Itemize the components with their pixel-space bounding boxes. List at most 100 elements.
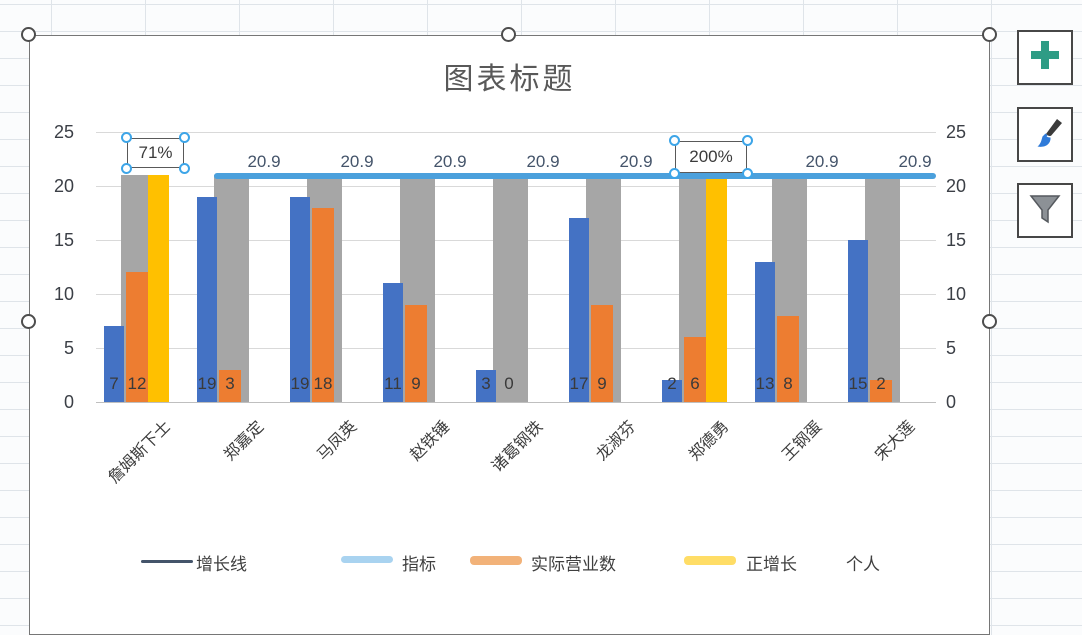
plot-area[interactable]: 0 0 5 5 10 10 15 15 20 20 25 25 7 12 詹姆斯下士 19 3 郑嘉定 19 18 马凤…	[30, 36, 989, 634]
x-axis-category-label[interactable]: 宋大莲	[872, 418, 919, 465]
y-axis-left-tick: 10	[53, 284, 74, 304]
blue-bar[interactable]	[383, 283, 403, 402]
legend-item[interactable]: 实际营业数	[531, 555, 616, 574]
x-axis-category-label[interactable]: 诸葛钢铁	[488, 418, 547, 476]
chart-area[interactable]: 图表标题 0 0 5 5 10 10 15 15 20 20 25 25 7 12 詹姆斯下士 19 3 郑嘉定 1…	[29, 35, 990, 635]
legend-item[interactable]: 正增长	[746, 555, 797, 574]
gray-bar[interactable]	[493, 175, 528, 402]
x-axis-category-label[interactable]: 王钢蛋	[779, 418, 826, 465]
callout-resize-handle[interactable]	[669, 168, 680, 179]
x-axis-category-label[interactable]: 郑德勇	[686, 418, 733, 465]
callout-resize-handle[interactable]	[742, 135, 753, 146]
legend-marker-swatch[interactable]	[684, 556, 736, 565]
orange-bar[interactable]	[870, 380, 892, 402]
target-line-point-label: 20.9	[340, 152, 374, 172]
y-axis-left-tick: 5	[63, 338, 74, 358]
target-line-point-label: 20.9	[619, 152, 653, 172]
blue-bar[interactable]	[290, 196, 310, 402]
x-axis-category-label[interactable]: 龙淑芬	[593, 418, 640, 465]
blue-bar-value-label: 19	[197, 374, 217, 393]
y-axis-left-tick: 25	[53, 122, 74, 142]
target-line[interactable]	[214, 173, 936, 180]
legend-item[interactable]: 指标	[402, 555, 436, 574]
x-axis-category-label[interactable]: 赵铁锤	[407, 418, 454, 465]
selection-handle-top-left[interactable]	[21, 27, 36, 42]
callout-resize-handle[interactable]	[179, 132, 190, 143]
data-label-callout-200[interactable]: 200%	[669, 135, 753, 179]
x-axis-line	[96, 402, 936, 403]
orange-bar[interactable]	[591, 304, 613, 402]
blue-bar[interactable]	[476, 369, 496, 402]
orange-bar-value-label: 8	[783, 374, 793, 393]
blue-bar-value-label: 11	[384, 374, 402, 393]
orange-bar[interactable]	[219, 369, 241, 402]
callout-resize-handle[interactable]	[179, 163, 190, 174]
blue-bar-value-label: 17	[569, 374, 589, 393]
data-label-callout-71[interactable]: 71%	[121, 132, 190, 174]
x-axis-category-label[interactable]: 马凤英	[314, 418, 361, 465]
chart-filters-button[interactable]	[1017, 183, 1073, 238]
target-line-point-label: 20.9	[526, 152, 560, 172]
x-axis-category-label[interactable]: 詹姆斯下士	[105, 418, 175, 487]
blue-bar-value-label: 15	[848, 374, 868, 393]
orange-bar[interactable]	[777, 315, 799, 402]
blue-bar[interactable]	[569, 218, 589, 402]
plus-icon	[1027, 37, 1063, 78]
target-line-point-label: 20.9	[247, 152, 281, 172]
orange-bar[interactable]	[684, 337, 706, 402]
y-axis-left-tick: 0	[63, 392, 74, 412]
callout-resize-handle[interactable]	[121, 132, 132, 143]
y-axis-left-tick: 15	[53, 230, 74, 250]
callout-resize-handle[interactable]	[121, 163, 132, 174]
blue-bar[interactable]	[755, 261, 775, 402]
blue-bar[interactable]	[848, 240, 868, 402]
blue-bar-value-label: 7	[109, 374, 119, 393]
chart-styles-button[interactable]	[1017, 107, 1073, 162]
x-axis-category-label[interactable]: 郑嘉定	[221, 418, 268, 465]
gray-bar[interactable]	[214, 175, 249, 402]
orange-bar-value-label: 0	[504, 374, 514, 393]
yellow-highlight-bar[interactable]	[148, 175, 169, 402]
gray-bar[interactable]	[865, 175, 900, 402]
chart-title[interactable]: 图表标题	[443, 63, 576, 96]
blue-bar[interactable]	[104, 326, 124, 402]
callout-text: 200%	[689, 147, 733, 166]
legend-item[interactable]: 增长线	[196, 555, 247, 574]
selection-handle-top-right[interactable]	[982, 27, 997, 42]
legend-marker-swatch[interactable]	[470, 556, 522, 565]
selection-handle-middle-left[interactable]	[21, 314, 36, 329]
blue-bar-value-label: 2	[667, 374, 677, 393]
orange-bar-value-label: 12	[127, 374, 147, 393]
y-axis-right-tick: 10	[946, 284, 967, 304]
orange-bar-value-label: 2	[876, 374, 886, 393]
yellow-highlight-bar[interactable]	[706, 175, 727, 402]
plot-gridline	[96, 132, 936, 133]
y-axis-right-tick: 25	[946, 122, 967, 142]
callout-resize-handle[interactable]	[742, 168, 753, 179]
legend-marker-thick-line[interactable]	[341, 556, 393, 563]
orange-bar[interactable]	[126, 272, 148, 402]
orange-bar[interactable]	[312, 207, 334, 402]
y-axis-right-tick: 0	[946, 392, 957, 412]
funnel-icon	[1027, 190, 1063, 231]
selection-handle-middle-right[interactable]	[982, 314, 997, 329]
callout-text: 71%	[138, 143, 173, 162]
orange-bar-value-label: 6	[690, 374, 700, 393]
callout-resize-handle[interactable]	[669, 135, 680, 146]
brush-icon	[1025, 112, 1065, 157]
orange-bar[interactable]	[405, 304, 427, 402]
blue-bar-value-label: 19	[290, 374, 310, 393]
legend-item[interactable]: 个人	[846, 555, 880, 574]
y-axis-right-tick: 15	[946, 230, 967, 250]
blue-bar[interactable]	[197, 196, 217, 402]
target-line-point-label: 20.9	[433, 152, 467, 172]
selection-handle-top-center[interactable]	[501, 27, 516, 42]
orange-bar-value-label: 9	[411, 374, 421, 393]
chart-elements-button[interactable]	[1017, 30, 1073, 85]
y-axis-right-tick: 5	[946, 338, 957, 358]
blue-bar-value-label: 3	[481, 374, 491, 393]
blue-bar-value-label: 13	[755, 374, 775, 393]
target-line-point-label: 20.9	[805, 152, 839, 172]
blue-bar[interactable]	[662, 380, 682, 402]
